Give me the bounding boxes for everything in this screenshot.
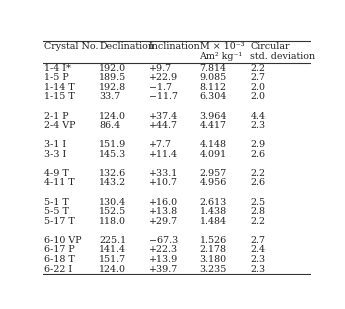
Text: 6-18 T: 6-18 T	[45, 255, 75, 264]
Text: 2-4 VP: 2-4 VP	[45, 121, 76, 130]
Text: 141.4: 141.4	[99, 245, 126, 254]
Text: 1-4 I*: 1-4 I*	[45, 64, 71, 73]
Text: +44.7: +44.7	[149, 121, 178, 130]
Text: −1.7: −1.7	[149, 83, 172, 92]
Text: 6-17 P: 6-17 P	[45, 245, 75, 254]
Text: +16.0: +16.0	[149, 198, 178, 207]
Text: +37.4: +37.4	[149, 112, 178, 121]
Text: 118.0: 118.0	[99, 217, 126, 226]
Text: 5-1 T: 5-1 T	[45, 198, 69, 207]
Text: 8.112: 8.112	[199, 83, 227, 92]
Text: 151.7: 151.7	[99, 255, 126, 264]
Text: 86.4: 86.4	[99, 121, 120, 130]
Text: +22.9: +22.9	[149, 73, 178, 82]
Text: 3.235: 3.235	[199, 265, 227, 273]
Text: 2.3: 2.3	[250, 121, 265, 130]
Text: 1.438: 1.438	[199, 207, 227, 216]
Text: 2.6: 2.6	[250, 179, 265, 188]
Text: 6-10 VP: 6-10 VP	[45, 236, 82, 245]
Text: 1-15 T: 1-15 T	[45, 92, 75, 101]
Text: Circular
std. deviation: Circular std. deviation	[250, 42, 315, 61]
Text: Inclination: Inclination	[149, 42, 200, 51]
Text: +29.7: +29.7	[149, 217, 178, 226]
Text: 2.9: 2.9	[250, 140, 265, 149]
Text: 4.417: 4.417	[199, 121, 227, 130]
Text: 124.0: 124.0	[99, 112, 126, 121]
Text: 6-22 I: 6-22 I	[45, 265, 72, 273]
Text: 2-1 P: 2-1 P	[45, 112, 69, 121]
Text: 2.0: 2.0	[250, 83, 265, 92]
Text: 1.484: 1.484	[199, 217, 227, 226]
Text: 2.178: 2.178	[199, 245, 227, 254]
Text: +39.7: +39.7	[149, 265, 178, 273]
Text: 2.8: 2.8	[250, 207, 265, 216]
Text: 189.5: 189.5	[99, 73, 127, 82]
Text: 2.7: 2.7	[250, 73, 265, 82]
Text: 151.9: 151.9	[99, 140, 127, 149]
Text: +33.1: +33.1	[149, 169, 178, 178]
Text: 2.957: 2.957	[199, 169, 227, 178]
Text: 2.0: 2.0	[250, 92, 265, 101]
Text: 3-3 I: 3-3 I	[45, 150, 67, 159]
Text: 4.148: 4.148	[199, 140, 227, 149]
Text: 3.180: 3.180	[199, 255, 227, 264]
Text: 152.5: 152.5	[99, 207, 127, 216]
Text: Crystal No.: Crystal No.	[45, 42, 99, 51]
Text: 143.2: 143.2	[99, 179, 126, 188]
Text: 2.613: 2.613	[199, 198, 227, 207]
Text: 2.5: 2.5	[250, 198, 265, 207]
Text: 192.0: 192.0	[99, 64, 126, 73]
Text: Declination: Declination	[99, 42, 154, 51]
Text: 132.6: 132.6	[99, 169, 127, 178]
Text: 2.3: 2.3	[250, 255, 265, 264]
Text: 4-11 T: 4-11 T	[45, 179, 75, 188]
Text: 2.2: 2.2	[250, 169, 265, 178]
Text: +11.4: +11.4	[149, 150, 178, 159]
Text: 9.085: 9.085	[199, 73, 227, 82]
Text: 145.3: 145.3	[99, 150, 127, 159]
Text: 4.4: 4.4	[250, 112, 265, 121]
Text: 6.304: 6.304	[199, 92, 227, 101]
Text: +9.7: +9.7	[149, 64, 172, 73]
Text: +22.3: +22.3	[149, 245, 178, 254]
Text: 7.814: 7.814	[199, 64, 227, 73]
Text: 2.2: 2.2	[250, 64, 265, 73]
Text: 3-1 I: 3-1 I	[45, 140, 67, 149]
Text: M × 10⁻³
Am² kg⁻¹: M × 10⁻³ Am² kg⁻¹	[199, 42, 244, 61]
Text: 33.7: 33.7	[99, 92, 120, 101]
Text: 4-9 T: 4-9 T	[45, 169, 69, 178]
Text: 1-5 P: 1-5 P	[45, 73, 69, 82]
Text: 192.8: 192.8	[99, 83, 126, 92]
Text: +10.7: +10.7	[149, 179, 178, 188]
Text: 2.4: 2.4	[250, 245, 265, 254]
Text: 2.7: 2.7	[250, 236, 265, 245]
Text: 2.3: 2.3	[250, 265, 265, 273]
Text: +13.9: +13.9	[149, 255, 178, 264]
Text: 2.2: 2.2	[250, 217, 265, 226]
Text: 4.956: 4.956	[199, 179, 227, 188]
Text: 130.4: 130.4	[99, 198, 126, 207]
Text: −67.3: −67.3	[149, 236, 178, 245]
Text: 4.091: 4.091	[199, 150, 227, 159]
Text: +13.8: +13.8	[149, 207, 178, 216]
Text: +7.7: +7.7	[149, 140, 172, 149]
Text: 5-17 T: 5-17 T	[45, 217, 75, 226]
Text: −11.7: −11.7	[149, 92, 178, 101]
Text: 2.6: 2.6	[250, 150, 265, 159]
Text: 3.964: 3.964	[199, 112, 227, 121]
Text: 1-14 T: 1-14 T	[45, 83, 75, 92]
Text: 225.1: 225.1	[99, 236, 126, 245]
Text: 1.526: 1.526	[199, 236, 227, 245]
Text: 5-5 T: 5-5 T	[45, 207, 69, 216]
Text: 124.0: 124.0	[99, 265, 126, 273]
